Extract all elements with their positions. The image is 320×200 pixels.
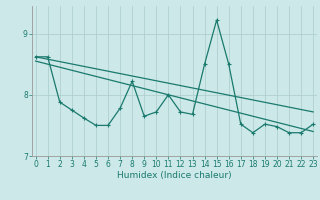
X-axis label: Humidex (Indice chaleur): Humidex (Indice chaleur) xyxy=(117,171,232,180)
